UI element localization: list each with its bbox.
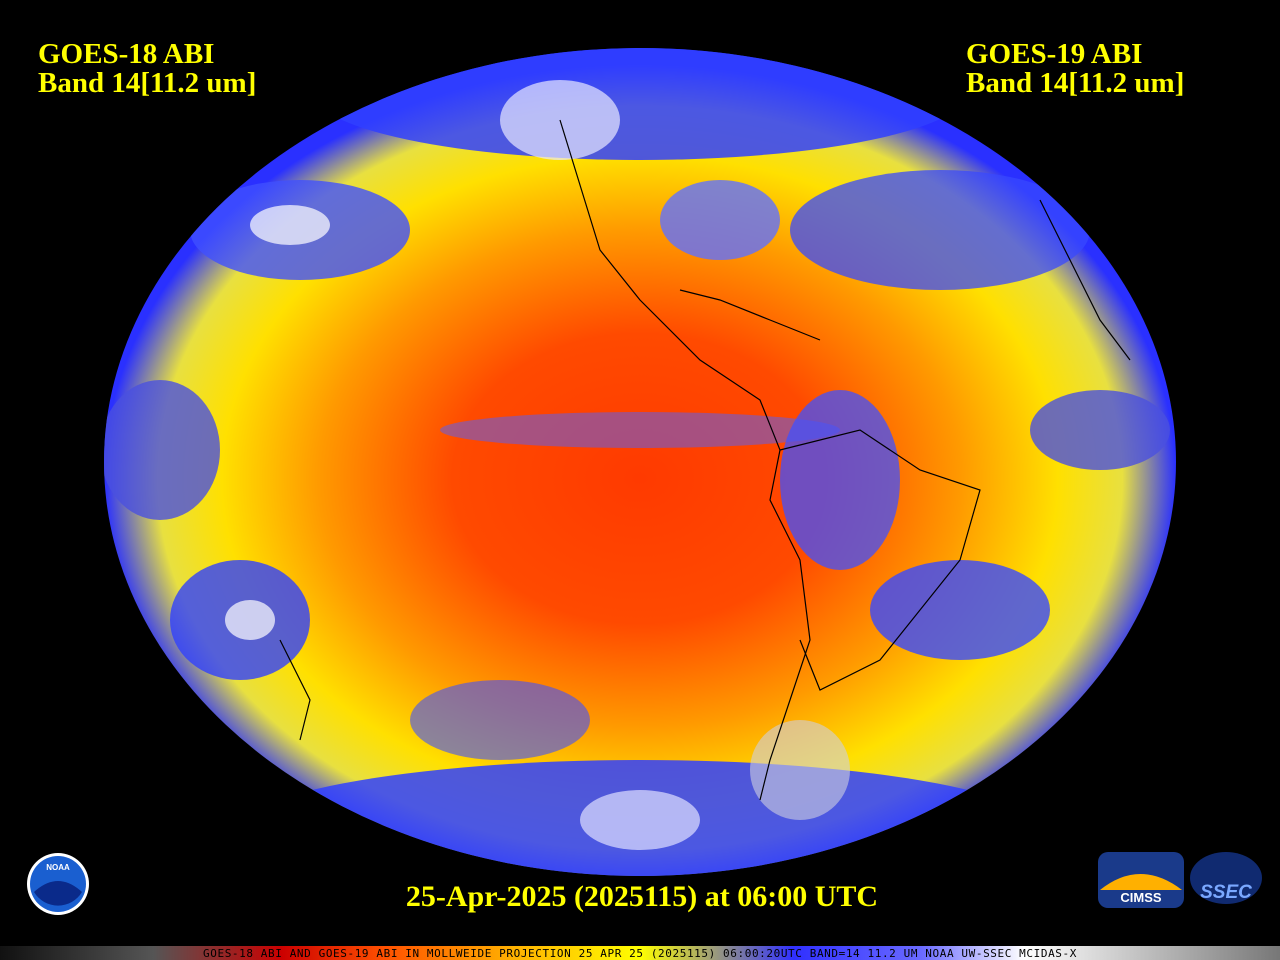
globe	[104, 48, 1176, 876]
ssec-label: SSEC	[1200, 882, 1252, 903]
coastlines	[279, 119, 1131, 801]
cloud-patterns	[104, 48, 1170, 876]
right-band: Band 14[11.2 um]	[966, 67, 1184, 99]
right-satellite: GOES-19 ABI	[966, 38, 1142, 70]
timestamp: 25-Apr-2025 (2025115) at 06:00 UTC	[406, 880, 878, 913]
cimss-logo: CIMSS	[1098, 852, 1184, 908]
footer-info: GOES-18 ABI AND GOES-19 ABI IN MOLLWEIDE…	[203, 947, 1077, 960]
cimss-label: CIMSS	[1120, 890, 1162, 905]
noaa-label: NOAA	[46, 863, 70, 872]
left-band: Band 14[11.2 um]	[38, 67, 256, 99]
noaa-logo: NOAA	[27, 853, 89, 915]
color-scale	[0, 946, 1280, 960]
ssec-logo: SSEC	[1190, 852, 1262, 904]
left-satellite: GOES-18 ABI	[38, 38, 214, 70]
